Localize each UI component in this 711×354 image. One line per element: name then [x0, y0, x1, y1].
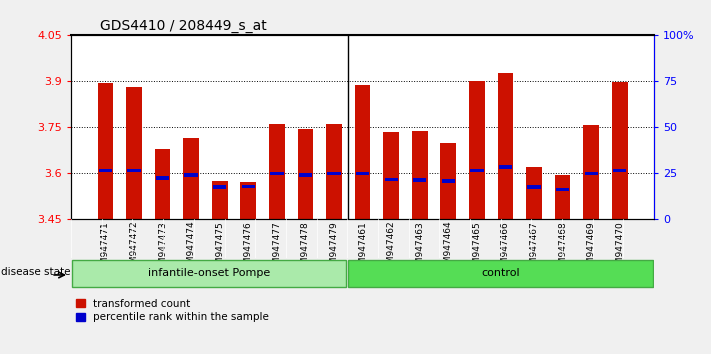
Bar: [326, 124, 342, 219]
Text: GDS4410 / 208449_s_at: GDS4410 / 208449_s_at: [100, 19, 267, 33]
Text: disease state: disease state: [1, 267, 71, 277]
Bar: [442, 179, 455, 183]
Bar: [383, 132, 399, 219]
Legend: transformed count, percentile rank within the sample: transformed count, percentile rank withi…: [76, 299, 269, 322]
Bar: [127, 169, 141, 172]
Bar: [556, 188, 570, 191]
Bar: [412, 131, 427, 219]
Bar: [155, 149, 171, 219]
Bar: [356, 172, 369, 175]
Bar: [385, 178, 398, 182]
Bar: [97, 83, 113, 219]
Text: infantile-onset Pompe: infantile-onset Pompe: [148, 268, 270, 279]
Bar: [99, 169, 112, 172]
Bar: [242, 184, 255, 188]
Bar: [583, 125, 599, 219]
Bar: [498, 73, 513, 219]
Bar: [183, 138, 199, 219]
Bar: [126, 87, 142, 219]
Bar: [240, 182, 256, 219]
Bar: [469, 81, 485, 219]
Bar: [327, 172, 341, 175]
Bar: [213, 185, 226, 189]
Bar: [470, 169, 483, 172]
Bar: [526, 167, 542, 219]
Bar: [299, 173, 312, 177]
Bar: [528, 185, 541, 189]
FancyBboxPatch shape: [72, 260, 346, 287]
Bar: [212, 181, 228, 219]
Bar: [584, 172, 598, 175]
Bar: [269, 124, 284, 219]
Bar: [270, 172, 284, 175]
Bar: [413, 178, 427, 182]
Bar: [555, 175, 570, 219]
Bar: [355, 85, 370, 219]
Bar: [441, 143, 456, 219]
Bar: [499, 165, 512, 169]
FancyBboxPatch shape: [348, 260, 653, 287]
Bar: [612, 82, 628, 219]
Bar: [298, 129, 314, 219]
Bar: [184, 173, 198, 177]
Text: control: control: [481, 268, 520, 279]
Bar: [613, 169, 626, 172]
Bar: [156, 176, 169, 180]
